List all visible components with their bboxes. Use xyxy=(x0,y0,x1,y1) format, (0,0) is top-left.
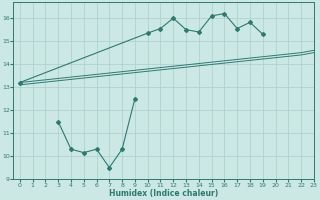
X-axis label: Humidex (Indice chaleur): Humidex (Indice chaleur) xyxy=(109,189,218,198)
